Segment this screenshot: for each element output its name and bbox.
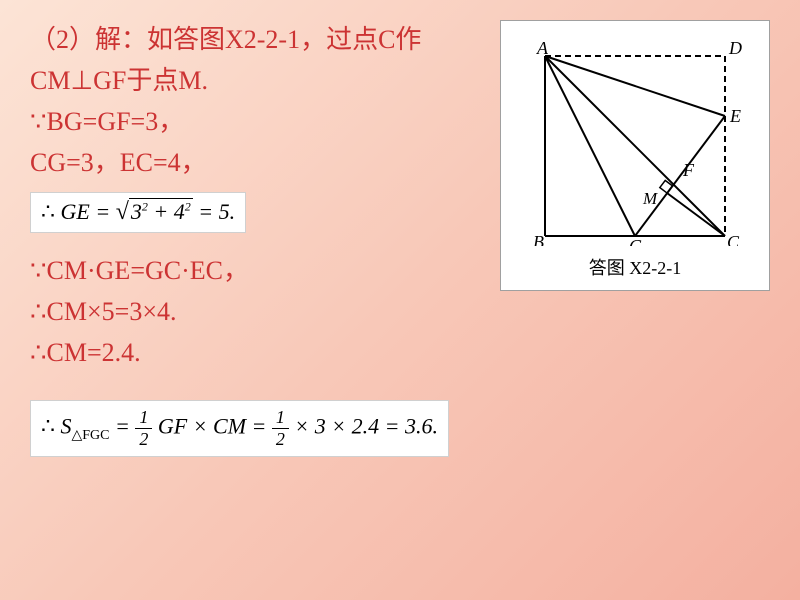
- label-G: G: [629, 236, 642, 246]
- label-D: D: [728, 38, 742, 58]
- diagram-box: A D B C G E F M 答图 X2-2-1: [500, 20, 770, 291]
- solution-line-5: ∴CM×5=3×4.: [30, 292, 770, 331]
- diagram-caption: 答图 X2-2-1: [521, 254, 749, 280]
- label-M: M: [642, 189, 658, 208]
- label-B: B: [533, 232, 544, 246]
- label-E: E: [729, 106, 741, 126]
- solution-line-6: ∴CM=2.4.: [30, 333, 770, 372]
- formula-ge: ∴ GE = √32 + 42 = 5.: [30, 192, 246, 233]
- formula-area: ∴ S△FGC = 12 GF × CM = 12 × 3 × 2.4 = 3.…: [30, 400, 449, 457]
- label-F: F: [682, 160, 695, 180]
- geometry-diagram: A D B C G E F M: [525, 36, 745, 246]
- label-C: C: [727, 232, 740, 246]
- label-A: A: [536, 38, 549, 58]
